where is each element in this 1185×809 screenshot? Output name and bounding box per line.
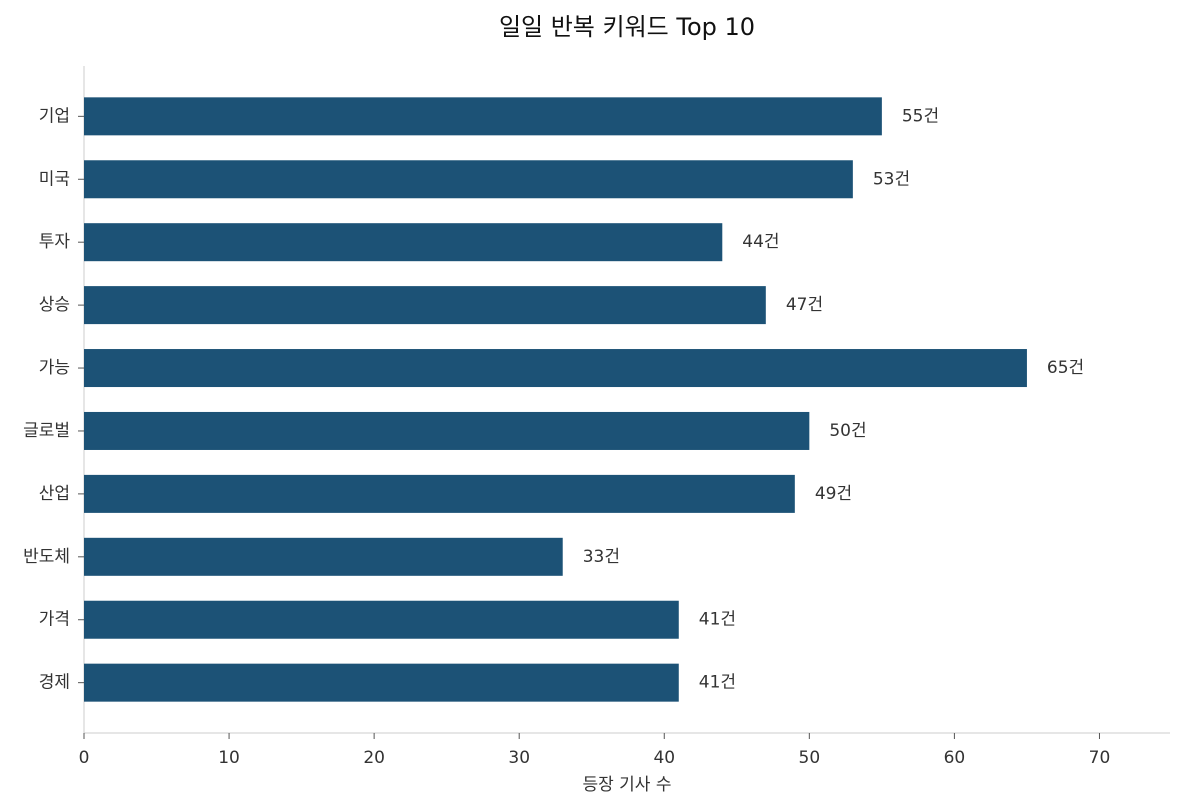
x-tick-label: 40 [653,748,675,768]
bar [84,663,679,702]
x-tick-label: 0 [79,748,90,768]
y-tick-label: 경제 [39,673,70,693]
bar [84,474,795,513]
x-tick-label: 70 [1089,748,1111,768]
value-label: 49건 [815,484,852,504]
value-label: 41건 [699,610,736,630]
value-label: 44건 [742,232,779,252]
x-tick-label: 30 [508,748,530,768]
bar [84,97,882,136]
value-label: 50건 [829,421,866,441]
y-tick-label: 가격 [39,610,70,630]
value-label: 65건 [1047,358,1084,378]
value-label: 41건 [699,673,736,693]
bar [84,160,853,199]
x-axis-label: 등장 기사 수 [582,775,671,795]
bar [84,411,810,450]
y-tick-label: 기업 [39,106,70,126]
bar [84,600,679,639]
y-tick-label: 가능 [39,358,70,378]
y-tick-label: 산업 [39,484,70,504]
bar [84,286,766,325]
y-tick-label: 반도체 [23,547,70,567]
x-tick-label: 50 [799,748,821,768]
y-tick-label: 투자 [39,232,71,252]
y-tick-label: 미국 [39,169,70,189]
x-tick-label: 60 [944,748,966,768]
bar [84,537,563,576]
x-tick-label: 10 [218,748,240,768]
y-tick-label: 상승 [39,295,70,315]
chart-title: 일일 반복 키워드 Top 10 [499,13,755,41]
bar [84,223,723,262]
bar [84,349,1027,388]
x-tick-label: 20 [363,748,385,768]
value-label: 55건 [902,106,939,126]
y-tick-label: 글로벌 [23,421,70,441]
value-label: 53건 [873,169,910,189]
value-label: 33건 [583,547,620,567]
value-label: 47건 [786,295,823,315]
